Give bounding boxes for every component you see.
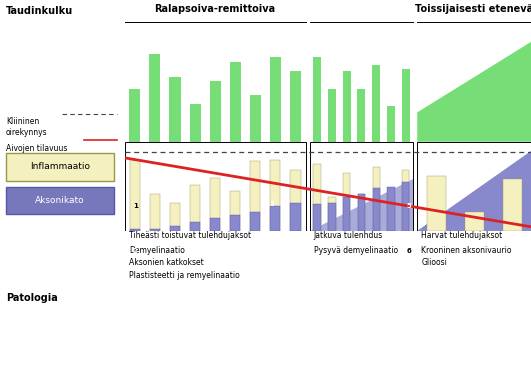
- FancyBboxPatch shape: [313, 57, 321, 142]
- FancyBboxPatch shape: [372, 65, 380, 142]
- Text: Ralapsoiva-remittoiva: Ralapsoiva-remittoiva: [155, 4, 276, 14]
- FancyBboxPatch shape: [250, 211, 260, 231]
- Text: Pysyvä demyelinaatio: Pysyvä demyelinaatio: [314, 246, 398, 255]
- FancyBboxPatch shape: [402, 182, 409, 231]
- FancyBboxPatch shape: [465, 211, 484, 231]
- Text: Patologia: Patologia: [6, 293, 58, 303]
- FancyBboxPatch shape: [250, 162, 260, 231]
- Polygon shape: [310, 179, 413, 231]
- FancyBboxPatch shape: [230, 62, 241, 142]
- FancyBboxPatch shape: [149, 54, 160, 142]
- FancyBboxPatch shape: [210, 218, 220, 231]
- FancyBboxPatch shape: [230, 215, 240, 231]
- Text: Taudinkulku: Taudinkulku: [6, 6, 73, 16]
- FancyBboxPatch shape: [190, 185, 200, 231]
- FancyBboxPatch shape: [342, 71, 350, 142]
- FancyBboxPatch shape: [190, 222, 200, 231]
- FancyBboxPatch shape: [387, 186, 395, 231]
- FancyBboxPatch shape: [328, 203, 336, 231]
- Text: Jatkuva tulenhdus: Jatkuva tulenhdus: [314, 231, 383, 240]
- FancyBboxPatch shape: [270, 206, 280, 231]
- FancyBboxPatch shape: [230, 191, 240, 231]
- Text: Krooninen aksonivaurio: Krooninen aksonivaurio: [421, 246, 512, 255]
- Text: 1: 1: [133, 203, 138, 209]
- FancyBboxPatch shape: [169, 77, 181, 142]
- Text: Glioosi: Glioosi: [421, 258, 447, 267]
- FancyBboxPatch shape: [130, 160, 140, 231]
- FancyBboxPatch shape: [313, 164, 321, 231]
- FancyBboxPatch shape: [358, 194, 365, 231]
- Text: Demyelinaatio: Demyelinaatio: [129, 246, 185, 255]
- FancyBboxPatch shape: [343, 173, 350, 231]
- Text: Aksonien katkokset: Aksonien katkokset: [129, 258, 203, 267]
- Text: Tiheästi toistuvat tulehdujaksot: Tiheästi toistuvat tulehdujaksot: [129, 231, 251, 240]
- FancyBboxPatch shape: [402, 170, 409, 231]
- FancyBboxPatch shape: [190, 104, 201, 142]
- FancyBboxPatch shape: [130, 89, 140, 142]
- FancyBboxPatch shape: [328, 89, 336, 142]
- FancyBboxPatch shape: [6, 186, 114, 214]
- Text: Aivojen tilavuus: Aivojen tilavuus: [6, 144, 67, 153]
- FancyBboxPatch shape: [170, 226, 180, 231]
- Polygon shape: [417, 42, 531, 142]
- FancyBboxPatch shape: [150, 194, 160, 231]
- FancyBboxPatch shape: [343, 197, 350, 231]
- FancyBboxPatch shape: [373, 188, 380, 231]
- FancyBboxPatch shape: [130, 229, 140, 231]
- Text: 5: 5: [407, 203, 412, 209]
- FancyBboxPatch shape: [427, 176, 446, 231]
- FancyBboxPatch shape: [290, 170, 301, 231]
- Text: 6: 6: [407, 248, 412, 254]
- Text: 4: 4: [270, 258, 275, 264]
- FancyBboxPatch shape: [373, 167, 380, 231]
- Text: 2: 2: [133, 248, 138, 254]
- Text: Inflammaatio: Inflammaatio: [30, 162, 90, 171]
- Text: Plastisteetti ja remyelinaatio: Plastisteetti ja remyelinaatio: [129, 271, 239, 280]
- Polygon shape: [417, 151, 531, 231]
- Text: Harvat tulehdujaksot: Harvat tulehdujaksot: [421, 231, 502, 240]
- FancyBboxPatch shape: [387, 197, 395, 231]
- FancyBboxPatch shape: [270, 57, 281, 142]
- FancyBboxPatch shape: [357, 89, 365, 142]
- FancyBboxPatch shape: [387, 107, 395, 142]
- FancyBboxPatch shape: [270, 160, 280, 231]
- FancyBboxPatch shape: [502, 179, 521, 231]
- FancyBboxPatch shape: [250, 95, 261, 142]
- FancyBboxPatch shape: [358, 194, 365, 231]
- Text: Toissijaisesti etenevä: Toissijaisesti etenevä: [415, 4, 531, 14]
- FancyBboxPatch shape: [313, 204, 321, 231]
- FancyBboxPatch shape: [210, 178, 220, 231]
- Text: Aksonikato: Aksonikato: [35, 196, 84, 205]
- FancyBboxPatch shape: [290, 203, 301, 231]
- FancyBboxPatch shape: [402, 69, 410, 142]
- FancyBboxPatch shape: [328, 197, 336, 231]
- FancyBboxPatch shape: [290, 71, 301, 142]
- FancyBboxPatch shape: [170, 203, 180, 231]
- FancyBboxPatch shape: [6, 153, 114, 181]
- FancyBboxPatch shape: [150, 229, 160, 231]
- Text: 3: 3: [270, 201, 275, 207]
- Text: Kliininen
oirekynnys: Kliininen oirekynnys: [6, 117, 48, 137]
- FancyBboxPatch shape: [210, 81, 221, 142]
